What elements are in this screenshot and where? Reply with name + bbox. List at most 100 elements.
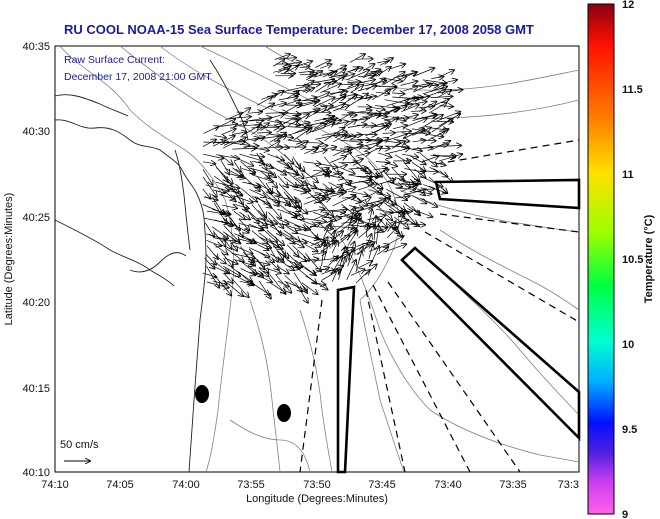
current-vector [269, 260, 279, 270]
current-vector [250, 217, 267, 225]
current-vector [387, 221, 395, 232]
current-vector [348, 135, 362, 136]
current-vector [320, 201, 333, 216]
current-vector [265, 174, 277, 187]
current-vector [346, 260, 356, 280]
current-vector [315, 60, 330, 68]
current-vector [212, 209, 231, 214]
current-vector [431, 77, 443, 79]
current-vector [418, 102, 437, 112]
shipping-lanes [336, 178, 581, 474]
current-vector [329, 209, 347, 211]
current-vector [386, 227, 397, 239]
current-vector [266, 230, 284, 245]
current-vector [412, 195, 426, 204]
current-vector [421, 156, 439, 163]
current-vector [355, 153, 370, 157]
current-vector [375, 162, 390, 163]
current-vector [249, 272, 263, 274]
current-vector [332, 269, 337, 282]
current-vector [319, 64, 331, 68]
current-vector [257, 210, 273, 225]
current-vector [404, 115, 418, 119]
current-vector [241, 188, 257, 202]
current-vector [239, 211, 250, 219]
current-vector [430, 96, 453, 97]
current-vector [238, 239, 252, 242]
current-vector [395, 196, 410, 198]
current-vector [230, 222, 249, 232]
y-tick-label: 40:35 [22, 41, 50, 53]
y-axis: 40:35 40:30 40:25 40:20 40:15 40:10 [22, 41, 50, 479]
current-vector [241, 203, 259, 223]
current-vector [357, 80, 375, 84]
current-vector [257, 103, 274, 114]
current-vector [366, 224, 368, 238]
current-vector [392, 125, 407, 129]
current-vector [222, 137, 246, 149]
current-vector [436, 90, 452, 99]
current-vector [220, 159, 230, 174]
current-vector [268, 217, 282, 236]
current-vector [206, 281, 229, 288]
current-vector [240, 268, 256, 276]
current-vector [355, 59, 373, 60]
current-vector [304, 259, 318, 261]
current-vector [223, 265, 240, 276]
current-vector [377, 247, 388, 255]
current-vector [350, 269, 365, 276]
y-tick-label: 40:10 [22, 467, 50, 479]
current-vector [384, 148, 409, 155]
annotation-line1: Raw Surface Current: [64, 54, 165, 66]
current-vector [257, 218, 277, 224]
current-vector [413, 68, 434, 77]
current-vector [403, 86, 417, 92]
current-vector [377, 152, 391, 157]
current-vector [224, 113, 242, 121]
current-vector [278, 183, 297, 203]
x-tick-label: 74:05 [106, 479, 134, 491]
current-vector [420, 197, 438, 207]
current-vector [277, 245, 288, 258]
current-vector [258, 224, 277, 242]
x-tick-label: 73:50 [303, 479, 331, 491]
current-vector [332, 135, 347, 143]
current-vector [323, 156, 338, 174]
current-vector [266, 267, 281, 273]
current-vector [349, 159, 363, 164]
current-vector [230, 154, 254, 166]
current-vector [220, 124, 238, 126]
current-vector [314, 97, 334, 108]
current-vector [305, 209, 324, 213]
current-vector [376, 108, 400, 119]
current-vector [268, 126, 284, 127]
current-vector [329, 76, 345, 86]
current-vector [295, 282, 308, 303]
current-vector [375, 67, 391, 77]
current-vector [259, 170, 270, 178]
current-vector [347, 207, 355, 231]
current-vector [239, 153, 263, 161]
current-vector [278, 97, 298, 101]
colorbar-tick-label: 10.5 [622, 254, 643, 266]
current-vector [286, 225, 297, 233]
current-vector [337, 235, 350, 245]
current-vector [243, 146, 258, 147]
lane-southeast [400, 246, 581, 442]
current-vector [357, 184, 377, 191]
current-vector [347, 124, 367, 127]
current-vector [295, 232, 319, 240]
current-vector [232, 279, 249, 298]
current-vector [341, 145, 363, 155]
current-vector [366, 78, 385, 91]
current-vector [409, 155, 426, 165]
lane-south [336, 285, 356, 474]
current-vector [212, 265, 228, 273]
current-vector [213, 162, 228, 182]
current-vector [313, 184, 328, 196]
current-vector [383, 161, 397, 166]
current-vector [283, 169, 303, 186]
current-vector [213, 253, 225, 264]
lane-east [434, 178, 581, 210]
